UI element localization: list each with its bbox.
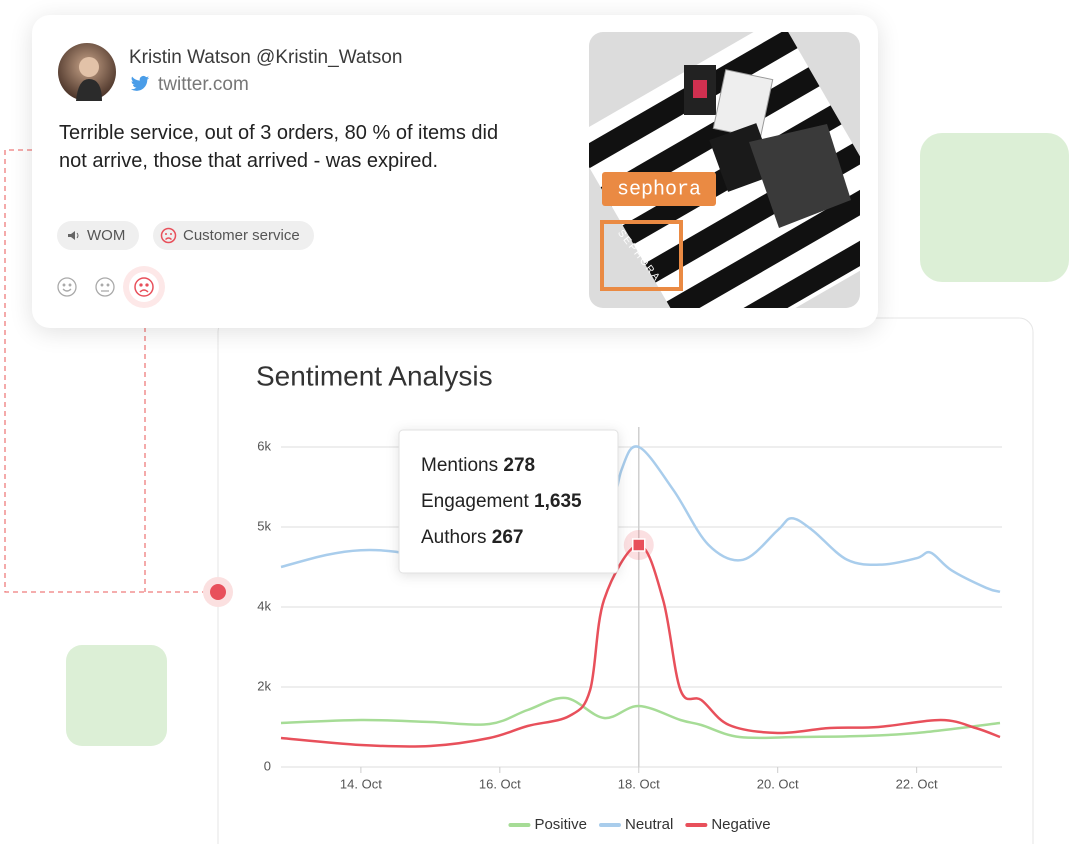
face-positive[interactable]	[57, 277, 77, 297]
connector	[4, 149, 218, 593]
tooltip: Mentions 278 Engagement 1,635 Authors 267	[398, 429, 619, 574]
x-tick-label: 22. Oct	[896, 776, 938, 791]
y-tick-label: 0	[264, 758, 271, 773]
y-tick-label: 2k	[257, 678, 271, 693]
face-bg	[129, 272, 159, 302]
y-tick-label: 4k	[257, 598, 271, 613]
avatar	[58, 43, 116, 101]
tag-icon	[160, 227, 177, 244]
face-negative[interactable]	[134, 277, 154, 297]
photo-art: sephora SEPHORA	[589, 32, 860, 308]
plot: 0 2k 4k 5k 6k 14. Oct 16. Oct 18. Oct 20. Oct 22.…	[257, 427, 1002, 833]
tooltip-label: Engagement	[421, 491, 529, 512]
tag[interactable]: Customer service	[153, 221, 314, 250]
face-neutral[interactable]	[95, 277, 115, 297]
tooltip-value: 267	[492, 527, 524, 548]
source: twitter.com	[158, 74, 249, 95]
tweet-text: Terrible service, out of 3 orders, 80 % …	[59, 122, 499, 172]
decor-square	[920, 133, 1069, 282]
tooltip-row: Authors 267	[421, 527, 523, 548]
tag-label: WOM	[87, 227, 126, 244]
legend-label: Neutral	[625, 816, 673, 833]
legend-label: Positive	[534, 816, 587, 833]
tooltip-row: Engagement 1,635	[421, 491, 582, 512]
twitter-icon	[130, 75, 150, 91]
author: Kristin Watson @Kristin_Watson	[129, 47, 403, 68]
series-line	[280, 543, 1001, 748]
tag[interactable]: WOM	[57, 221, 140, 250]
x-tick-label: 16. Oct	[479, 776, 521, 791]
connector-dot	[210, 584, 226, 600]
tooltip-box	[398, 429, 619, 574]
tag-label: Customer service	[183, 227, 300, 244]
chart-title: Sentiment Analysis	[256, 360, 493, 391]
sentiment-picker	[57, 266, 165, 308]
x-tick-label: 18. Oct	[618, 776, 660, 791]
tooltip-row: Mentions 278	[421, 455, 535, 476]
legend-label: Negative	[711, 816, 770, 833]
chart-panel	[217, 317, 1034, 844]
y-tick-label: 5k	[257, 518, 271, 533]
product-photo: sephora SEPHORA	[589, 32, 860, 308]
highlight-point	[632, 538, 646, 552]
tag-icon	[68, 231, 79, 240]
series-line	[280, 696, 1001, 740]
tooltip-value: 278	[503, 455, 535, 476]
tweet-card: Kristin Watson @Kristin_Watson twitter.c…	[32, 15, 878, 328]
legend: Positive Neutral Negative	[508, 816, 771, 833]
x-tick-label: 20. Oct	[757, 776, 799, 791]
x-tick-label: 14. Oct	[340, 776, 382, 791]
image-label: sephora	[617, 178, 701, 201]
tooltip-value: 1,635	[534, 491, 582, 512]
tooltip-label: Mentions	[421, 455, 498, 476]
decor-square	[66, 645, 167, 746]
tooltip-label: Authors	[421, 527, 486, 548]
y-tick-label: 6k	[257, 438, 271, 453]
